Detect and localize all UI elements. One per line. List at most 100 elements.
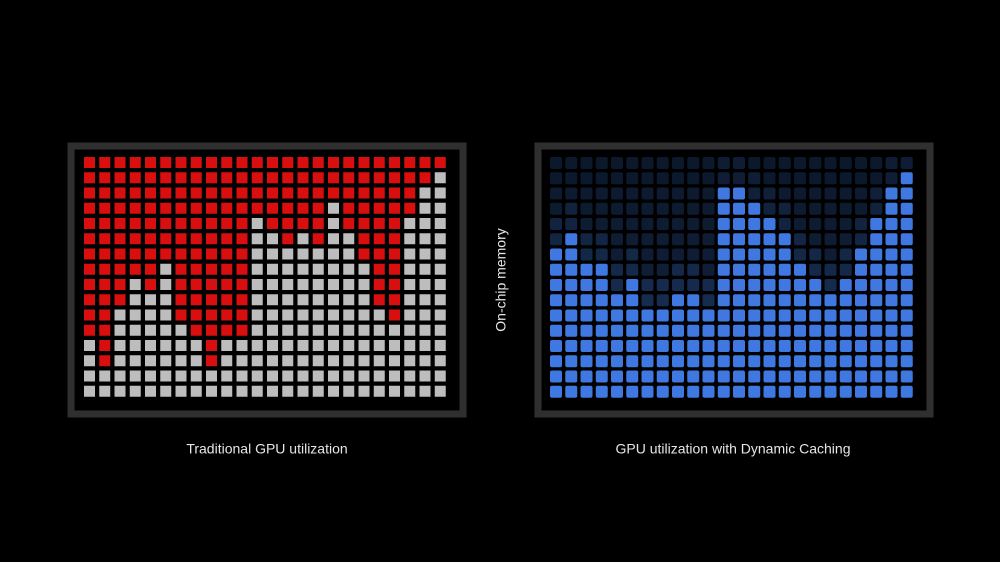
active-cell <box>855 370 867 383</box>
free-cell <box>358 279 370 290</box>
idle-cell <box>702 279 715 291</box>
idle-cell <box>672 157 684 169</box>
idle-cell <box>580 172 593 185</box>
active-cell <box>809 294 822 307</box>
used-cell <box>389 157 400 168</box>
active-cell <box>824 309 837 322</box>
active-cell <box>565 340 578 352</box>
idle-cell <box>672 187 684 200</box>
free-cell <box>160 385 172 397</box>
used-cell <box>160 218 172 229</box>
used-cell <box>175 309 187 321</box>
active-cell <box>809 385 822 398</box>
free-cell <box>251 248 263 260</box>
idle-cell <box>839 202 852 215</box>
free-cell <box>251 340 263 351</box>
active-cell <box>900 233 913 246</box>
used-cell <box>221 248 233 260</box>
active-cell <box>763 355 776 368</box>
used-cell <box>236 294 248 306</box>
active-cell <box>763 218 776 230</box>
used-cell <box>221 172 233 184</box>
active-cell <box>733 309 745 322</box>
active-cell <box>885 324 898 337</box>
used-cell <box>373 279 385 290</box>
memory-label: On-chip memory <box>493 228 509 331</box>
used-cell <box>251 172 263 184</box>
active-cell <box>626 279 639 291</box>
idle-cell <box>824 233 837 246</box>
idle-cell <box>611 202 623 215</box>
active-cell <box>565 370 578 383</box>
active-cell <box>580 294 593 307</box>
used-cell <box>206 172 217 184</box>
used-cell <box>373 294 385 306</box>
idle-cell <box>626 263 639 276</box>
active-cell <box>870 355 883 368</box>
used-cell <box>145 157 156 168</box>
used-cell <box>206 340 217 351</box>
idle-cell <box>824 202 837 215</box>
idle-cell <box>809 202 822 215</box>
idle-cell <box>824 218 837 230</box>
active-cell <box>824 355 837 368</box>
idle-cell <box>580 233 593 246</box>
idle-cell <box>687 157 700 169</box>
idle-cell <box>611 172 623 185</box>
free-cell <box>160 279 172 290</box>
free-cell <box>145 324 156 336</box>
idle-cell <box>580 248 593 261</box>
active-cell <box>748 202 761 215</box>
used-cell <box>328 172 339 184</box>
active-cell <box>717 263 730 276</box>
active-cell <box>733 263 745 276</box>
active-cell <box>717 355 730 368</box>
free-cell <box>206 370 217 382</box>
active-cell <box>595 340 608 352</box>
active-cell <box>733 294 745 307</box>
active-cell <box>763 263 776 276</box>
active-cell <box>550 263 562 276</box>
active-cell <box>550 385 562 398</box>
idle-cell <box>611 279 623 291</box>
active-cell <box>611 294 623 307</box>
idle-cell <box>672 279 684 291</box>
free-cell <box>114 324 126 336</box>
idle-cell <box>611 248 623 261</box>
idle-cell <box>656 263 669 276</box>
active-cell <box>565 355 578 368</box>
active-cell <box>733 218 745 230</box>
active-cell <box>855 355 867 368</box>
used-cell <box>282 172 294 184</box>
active-cell <box>717 309 730 322</box>
used-cell <box>129 172 141 184</box>
idle-cell <box>595 187 608 200</box>
free-cell <box>419 385 431 397</box>
active-cell <box>611 309 623 322</box>
active-cell <box>641 385 654 398</box>
used-cell <box>282 187 294 199</box>
used-cell <box>373 248 385 260</box>
idle-cell <box>626 218 639 230</box>
free-cell <box>267 324 278 336</box>
active-cell <box>778 263 791 276</box>
active-cell <box>778 355 791 368</box>
free-cell <box>434 279 446 290</box>
free-cell <box>328 202 339 214</box>
idle-cell <box>611 187 623 200</box>
used-cell <box>175 263 187 275</box>
used-cell <box>221 233 233 245</box>
free-cell <box>419 263 431 275</box>
idle-cell <box>839 263 852 276</box>
free-cell <box>297 370 309 382</box>
free-cell <box>190 340 202 351</box>
idle-cell <box>794 218 806 230</box>
used-cell <box>190 187 202 199</box>
active-cell <box>870 309 883 322</box>
used-cell <box>160 233 172 245</box>
active-cell <box>580 385 593 398</box>
active-cell <box>550 355 562 368</box>
active-cell <box>580 355 593 368</box>
used-cell <box>114 157 126 168</box>
used-cell <box>221 202 233 214</box>
